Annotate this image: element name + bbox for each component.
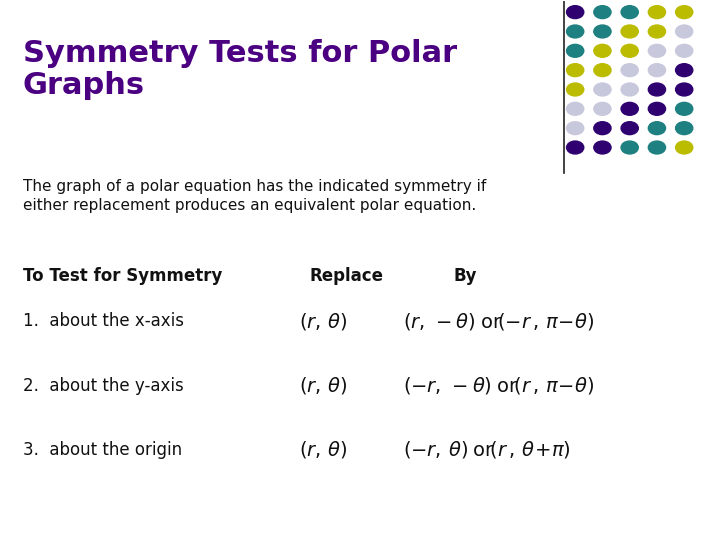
Circle shape (621, 83, 639, 96)
Circle shape (567, 6, 584, 18)
Circle shape (675, 6, 693, 18)
Circle shape (648, 6, 665, 18)
Text: $\left(r,\,\theta\right)$: $\left(r,\,\theta\right)$ (299, 375, 348, 396)
Circle shape (567, 122, 584, 134)
Circle shape (648, 122, 665, 134)
Circle shape (648, 141, 665, 154)
Circle shape (675, 103, 693, 115)
Circle shape (621, 44, 639, 57)
Circle shape (675, 141, 693, 154)
Circle shape (648, 64, 665, 77)
Text: 2.  about the y-axis: 2. about the y-axis (23, 376, 184, 395)
Circle shape (675, 64, 693, 77)
Text: The graph of a polar equation has the indicated symmetry if
either replacement p: The graph of a polar equation has the in… (23, 179, 486, 213)
Circle shape (594, 6, 611, 18)
Text: By: By (453, 267, 477, 285)
Circle shape (675, 83, 693, 96)
Text: To Test for Symmetry: To Test for Symmetry (23, 267, 222, 285)
Circle shape (567, 64, 584, 77)
Text: $\left(-r,\,\theta\right)\;\mathrm{or}\!\left(r\,,\,\theta\!+\!\pi\right)$: $\left(-r,\,\theta\right)\;\mathrm{or}\!… (403, 440, 571, 461)
Circle shape (594, 44, 611, 57)
Text: Replace: Replace (310, 267, 384, 285)
Text: $\left(r,\,\theta\right)$: $\left(r,\,\theta\right)$ (299, 440, 348, 461)
Circle shape (675, 122, 693, 134)
Circle shape (594, 25, 611, 38)
Circle shape (567, 141, 584, 154)
Text: $\left(r,\,-\theta\right)\;\mathrm{or}\!\left(-r\,,\,\pi\!-\!\theta\right)$: $\left(r,\,-\theta\right)\;\mathrm{or}\!… (403, 310, 595, 332)
Circle shape (567, 83, 584, 96)
Circle shape (648, 44, 665, 57)
Circle shape (621, 122, 639, 134)
Circle shape (648, 103, 665, 115)
Circle shape (594, 122, 611, 134)
Circle shape (621, 141, 639, 154)
Circle shape (621, 64, 639, 77)
Text: $\left(-r,\,-\theta\right)\;\mathrm{or}\!\left(r\,,\,\pi\!-\!\theta\right)$: $\left(-r,\,-\theta\right)\;\mathrm{or}\… (403, 375, 595, 396)
Text: $\left(r,\,\theta\right)$: $\left(r,\,\theta\right)$ (299, 310, 348, 332)
Text: 1.  about the x-axis: 1. about the x-axis (23, 312, 184, 330)
Circle shape (567, 25, 584, 38)
Circle shape (594, 141, 611, 154)
Circle shape (621, 6, 639, 18)
Circle shape (594, 64, 611, 77)
Text: 3.  about the origin: 3. about the origin (23, 441, 182, 459)
Circle shape (567, 103, 584, 115)
Circle shape (621, 25, 639, 38)
Circle shape (594, 103, 611, 115)
Circle shape (594, 83, 611, 96)
Text: Symmetry Tests for Polar
Graphs: Symmetry Tests for Polar Graphs (23, 39, 457, 100)
Circle shape (675, 44, 693, 57)
Circle shape (621, 103, 639, 115)
Circle shape (675, 25, 693, 38)
Circle shape (648, 83, 665, 96)
Circle shape (567, 44, 584, 57)
Circle shape (648, 25, 665, 38)
